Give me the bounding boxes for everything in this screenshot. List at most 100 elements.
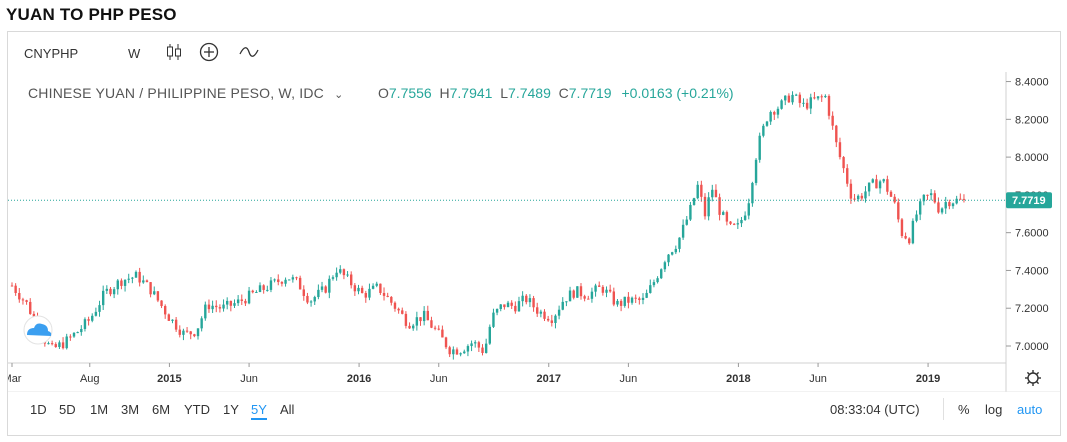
candle-body	[499, 304, 502, 309]
candle-body	[463, 351, 466, 354]
candle-body	[240, 299, 243, 301]
candle-body	[619, 300, 623, 306]
candle-body	[153, 291, 156, 295]
candle-body	[142, 280, 145, 283]
candle-body	[83, 319, 87, 329]
candle-body	[484, 343, 488, 353]
candle-body	[470, 343, 473, 347]
range-1m[interactable]: 1M	[90, 402, 109, 417]
candle-body	[379, 283, 382, 293]
candle-body	[616, 300, 619, 305]
settings-gear-icon[interactable]	[1025, 370, 1041, 386]
compare-add-icon[interactable]	[198, 41, 220, 63]
y-tick-label: 8.0000	[1015, 152, 1049, 164]
candle-body	[904, 236, 907, 239]
candle-body	[638, 298, 641, 300]
candle-body	[594, 285, 597, 292]
range-ytd[interactable]: YTD	[184, 402, 210, 417]
candle-body	[14, 285, 17, 293]
range-6m[interactable]: 6M	[152, 402, 171, 417]
range-3m[interactable]: 3M	[121, 402, 140, 417]
range-1y[interactable]: 1Y	[223, 402, 239, 417]
chevron-down-icon[interactable]: ⌄	[334, 89, 344, 101]
series-legend[interactable]: CHINESE YUAN / PHILIPPINE PESO, W, IDC ⌄	[28, 85, 343, 101]
utc-clock[interactable]: 08:33:04 (UTC)	[830, 402, 920, 417]
candle-body	[138, 271, 141, 283]
high-label: H	[439, 85, 450, 101]
candle-body	[565, 301, 568, 303]
candle-body	[390, 296, 393, 303]
candle-body	[784, 95, 787, 101]
open-label: O	[378, 85, 389, 101]
candle-body	[309, 301, 313, 303]
candle-body	[430, 320, 433, 328]
auto-toggle[interactable]: auto	[1017, 402, 1043, 417]
candle-body	[722, 212, 725, 215]
y-axis: 8.40008.20008.00007.80007.60007.40007.20…	[1006, 77, 1049, 353]
range-5y[interactable]: 5Y	[251, 402, 267, 420]
candle-body	[320, 286, 324, 290]
candle-body	[193, 334, 196, 337]
candle-body	[583, 296, 586, 299]
candle-body	[459, 353, 462, 355]
candle-body	[61, 342, 65, 349]
candle-body	[131, 277, 134, 279]
y-tick-label: 7.0000	[1015, 341, 1049, 353]
candle-body	[773, 111, 776, 115]
x-tick-label: Jun	[620, 373, 638, 385]
candle-body	[204, 304, 207, 319]
candle-body	[514, 305, 517, 312]
x-axis: Mar Aug 2015 Jun 2016 Jun 2017 Jun 2018 Jun 2019	[8, 363, 940, 385]
candle-body	[802, 102, 805, 104]
candle-body	[681, 224, 685, 238]
symbol-label[interactable]: CNYPHP	[24, 46, 79, 61]
log-toggle[interactable]: log	[985, 402, 1003, 417]
range-1d[interactable]: 1D	[30, 402, 47, 417]
last-price-tag	[1006, 192, 1052, 209]
candle-body	[882, 179, 885, 182]
candle-body	[579, 286, 583, 297]
candle-body	[576, 286, 579, 298]
candle-body	[215, 305, 218, 308]
candle-body	[112, 289, 116, 295]
candle-body	[915, 214, 918, 221]
candle-body	[287, 279, 291, 281]
range-5d[interactable]: 5D	[59, 402, 76, 417]
candle-body	[76, 332, 79, 334]
candle-body	[218, 307, 222, 309]
candle-body	[160, 300, 163, 307]
candle-body	[328, 278, 331, 293]
candle-body	[306, 295, 309, 303]
candle-body	[408, 325, 411, 329]
candle-body	[244, 300, 247, 304]
y-tick-label: 8.2000	[1015, 114, 1049, 126]
interval-button[interactable]: W	[128, 46, 141, 61]
candle-body	[714, 189, 718, 198]
candle-body	[725, 212, 729, 222]
candle-body	[247, 290, 251, 304]
tradingview-logo[interactable]	[23, 315, 53, 345]
indicators-icon[interactable]	[238, 41, 260, 63]
candle-body	[816, 96, 820, 99]
range-all[interactable]: All	[280, 402, 295, 417]
candle-body	[123, 279, 127, 286]
candle-body	[557, 309, 561, 316]
last-price-tag-label: 7.7719	[1012, 195, 1046, 207]
candle-body	[824, 95, 827, 98]
candle-body	[455, 349, 459, 355]
candle-body	[94, 311, 98, 316]
chart-plot[interactable]: 8.40008.20008.00007.80007.60007.40007.20…	[8, 32, 1060, 392]
candle-body	[120, 280, 123, 286]
percent-toggle[interactable]: %	[958, 402, 970, 417]
candle-body	[776, 108, 780, 115]
candle-body	[258, 285, 262, 292]
candle-body	[185, 330, 189, 332]
candle-body	[382, 292, 386, 296]
candles-icon[interactable]	[163, 41, 185, 63]
candle-body	[649, 285, 652, 293]
candle-body	[18, 292, 21, 300]
candle-body	[156, 291, 160, 301]
candle-body	[178, 329, 181, 335]
candle-body	[163, 306, 167, 315]
candle-body	[831, 115, 834, 126]
